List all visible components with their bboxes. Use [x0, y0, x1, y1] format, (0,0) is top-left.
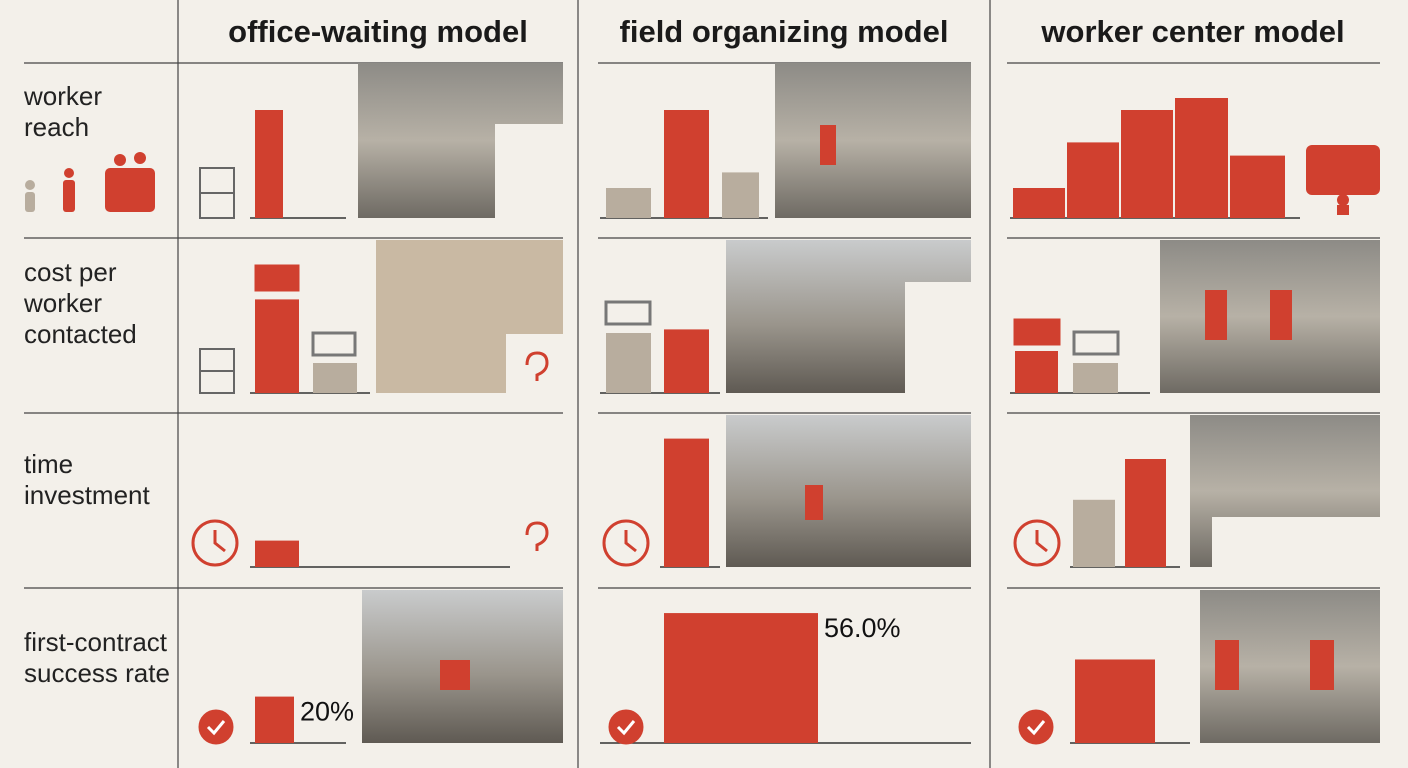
cabinets	[199, 167, 235, 394]
bar	[664, 110, 709, 218]
bar	[606, 333, 651, 393]
bar	[606, 188, 651, 218]
bar	[664, 329, 709, 393]
bar	[1125, 459, 1166, 567]
value-label: 56.0%	[824, 613, 901, 643]
bar	[664, 613, 818, 743]
bar	[1013, 188, 1065, 218]
column-header: field organizing model	[619, 14, 949, 49]
row-label: worker reach	[24, 81, 103, 142]
bar	[722, 172, 759, 218]
bar	[1073, 363, 1118, 393]
bar	[1175, 98, 1228, 218]
grid-lines	[24, 0, 1380, 768]
column-header: office-waiting model	[228, 14, 528, 49]
bar	[1230, 155, 1285, 218]
column-header: worker center model	[1041, 14, 1345, 49]
bar	[255, 696, 294, 743]
bar	[1121, 110, 1173, 218]
bar	[1075, 659, 1155, 743]
row-label: cost per worker contacted	[24, 257, 137, 349]
bar	[1067, 142, 1119, 218]
bar	[255, 540, 299, 567]
photos	[358, 63, 1380, 743]
value-label: 20%	[300, 697, 354, 727]
bar	[313, 363, 357, 393]
bar	[255, 299, 299, 393]
bar	[255, 110, 283, 218]
people-icons	[25, 145, 1380, 215]
bar	[1015, 351, 1058, 393]
icons	[191, 264, 1120, 745]
row-label: time investment	[24, 449, 150, 510]
row-label: first-contract success rate	[24, 627, 170, 688]
bar	[1073, 499, 1115, 567]
bar	[664, 438, 709, 567]
